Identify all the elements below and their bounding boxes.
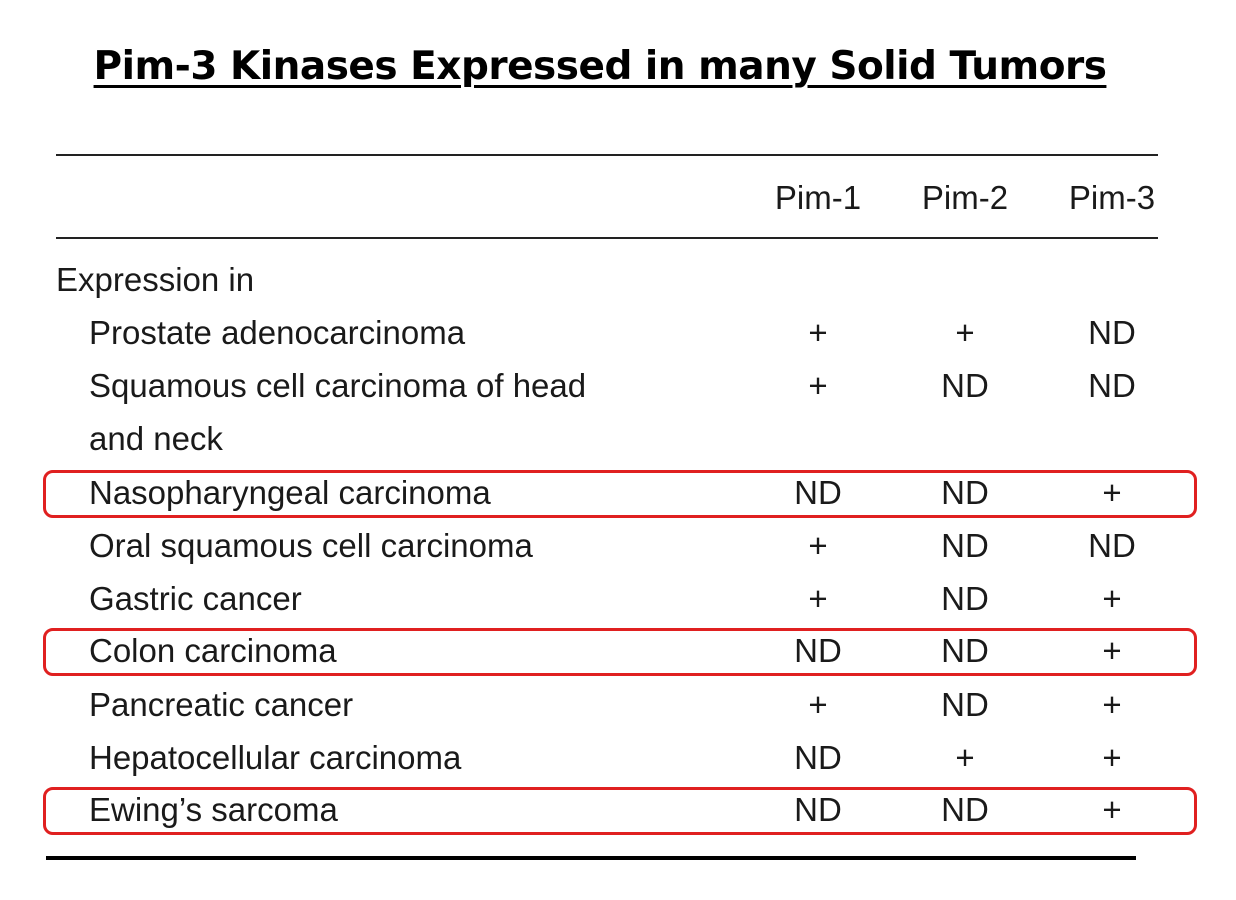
table-bottom-rule xyxy=(46,856,1136,860)
row-label-squamous-head-neck-line2: and neck xyxy=(89,420,223,457)
cell-oral-squamous-pim-3: ND xyxy=(1088,527,1136,564)
cell-nasopharyngeal-pim-1: ND xyxy=(794,474,842,511)
cell-pancreatic-pim-2: ND xyxy=(941,686,989,723)
page-title: Pim-3 Kinases Expressed in many Solid Tu… xyxy=(93,44,1107,89)
cell-gastric-pim-1: + xyxy=(808,580,828,617)
cell-colon-pim-1: ND xyxy=(794,632,842,669)
column-header-pim-3: Pim-3 xyxy=(1068,179,1156,216)
cell-hepatocellular-pim-1: ND xyxy=(794,739,842,776)
cell-squamous-head-neck-pim-2: ND xyxy=(941,367,989,404)
cell-ewings-pim-2: ND xyxy=(941,791,989,828)
cell-oral-squamous-pim-1: + xyxy=(808,527,828,564)
row-label-oral-squamous: Oral squamous cell carcinoma xyxy=(89,527,533,564)
table-top-rule xyxy=(56,154,1158,156)
row-label-hepatocellular: Hepatocellular carcinoma xyxy=(89,739,462,776)
column-header-pim-2: Pim-2 xyxy=(921,179,1009,216)
cell-prostate-pim-3: ND xyxy=(1088,314,1136,351)
column-header-pim-1: Pim-1 xyxy=(774,179,862,216)
cell-colon-pim-3: + xyxy=(1102,632,1122,669)
cell-prostate-pim-1: + xyxy=(808,314,828,351)
row-label-ewings: Ewing’s sarcoma xyxy=(89,791,338,828)
cell-gastric-pim-2: ND xyxy=(941,580,989,617)
row-label-squamous-head-neck: Squamous cell carcinoma of head xyxy=(89,367,587,404)
row-label-gastric: Gastric cancer xyxy=(89,580,302,617)
row-label-prostate: Prostate adenocarcinoma xyxy=(89,314,466,351)
cell-squamous-head-neck-pim-3: ND xyxy=(1088,367,1136,404)
row-label-colon: Colon carcinoma xyxy=(89,632,337,669)
table-header-rule xyxy=(56,237,1158,239)
cell-colon-pim-2: ND xyxy=(941,632,989,669)
cell-hepatocellular-pim-2: + xyxy=(955,739,975,776)
row-label-pancreatic: Pancreatic cancer xyxy=(89,686,354,723)
cell-ewings-pim-1: ND xyxy=(794,791,842,828)
cell-pancreatic-pim-3: + xyxy=(1102,686,1122,723)
cell-pancreatic-pim-1: + xyxy=(808,686,828,723)
cell-squamous-head-neck-pim-1: + xyxy=(808,367,828,404)
cell-nasopharyngeal-pim-2: ND xyxy=(941,474,989,511)
cell-gastric-pim-3: + xyxy=(1102,580,1122,617)
cell-ewings-pim-3: + xyxy=(1102,791,1122,828)
cell-nasopharyngeal-pim-3: + xyxy=(1102,474,1122,511)
row-label-nasopharyngeal: Nasopharyngeal carcinoma xyxy=(89,474,491,511)
cell-oral-squamous-pim-2: ND xyxy=(941,527,989,564)
highlight-box-ewings xyxy=(43,787,1197,835)
highlight-box-colon xyxy=(43,628,1197,676)
cell-prostate-pim-2: + xyxy=(955,314,975,351)
section-label: Expression in xyxy=(56,261,255,298)
cell-hepatocellular-pim-3: + xyxy=(1102,739,1122,776)
highlight-box-nasopharyngeal xyxy=(43,470,1197,518)
